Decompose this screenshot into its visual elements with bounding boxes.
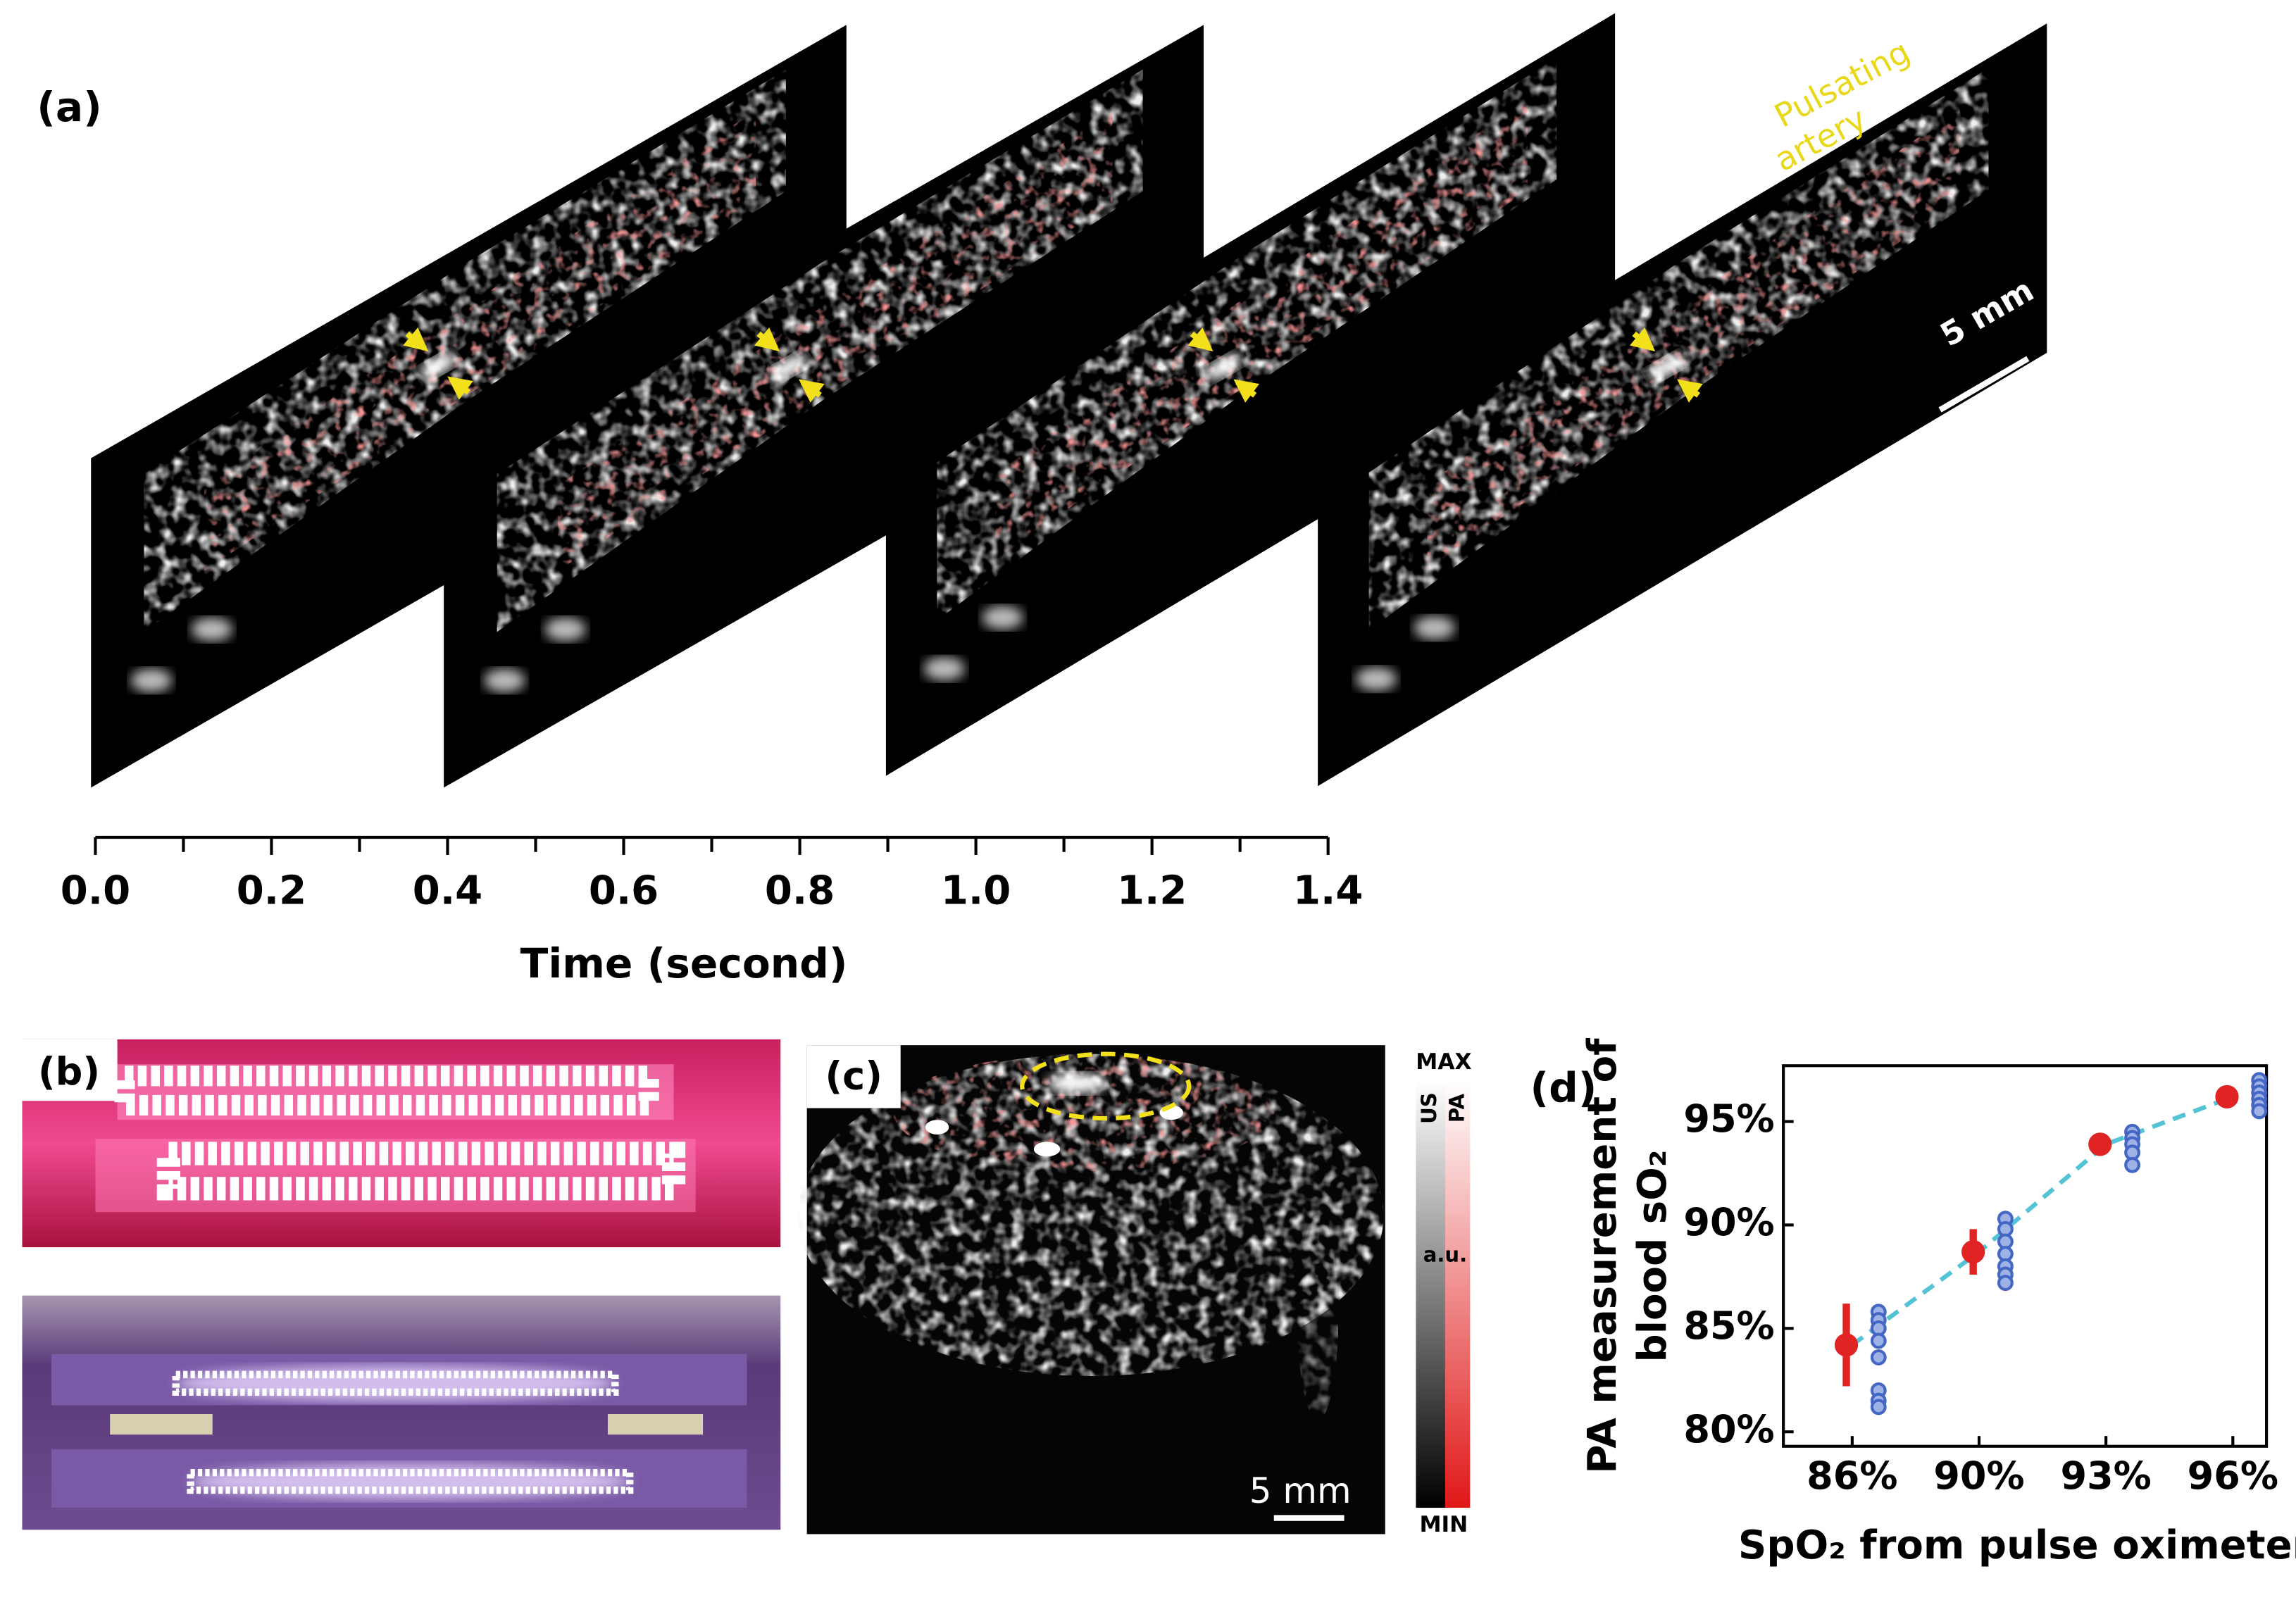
blue-point [1997, 1275, 2014, 1292]
tissue-pa [557, 109, 1113, 571]
tick-label: 1.0 [941, 868, 1011, 914]
label-box [806, 1045, 901, 1108]
fit-line [1851, 1094, 2234, 1347]
y-tick-label: 90% [1683, 1200, 1774, 1244]
x-tick-label: 90% [1933, 1454, 2024, 1498]
panel-label: (a) [37, 83, 101, 131]
red-mean [2088, 1132, 2112, 1156]
x-tick-label: 93% [2060, 1454, 2151, 1498]
colorbar-min: MIN [1420, 1512, 1468, 1537]
colorbar-max: MAX [1416, 1049, 1471, 1075]
bright-blob [484, 668, 525, 692]
us-pa-image [798, 1045, 1385, 1535]
red-mean [1834, 1333, 1859, 1357]
blue-point [1870, 1349, 1887, 1365]
colorbar-us-label: US [1417, 1092, 1441, 1124]
artery-highlight [1205, 354, 1242, 380]
plot-frame [1782, 1064, 2269, 1448]
y-tick-label: 80% [1683, 1407, 1774, 1451]
panel-label: (b) [38, 1049, 100, 1094]
bright-blob [1355, 667, 1397, 691]
y-axis-label: blood sO₂ [1630, 1150, 1676, 1363]
blue-point [1870, 1332, 1887, 1349]
x-axis-label: SpO₂ from pulse oximeter [1738, 1523, 2296, 1568]
y-tick-label: 95% [1683, 1096, 1774, 1141]
red-mean [2215, 1085, 2239, 1108]
roi-ellipse [1020, 1051, 1192, 1121]
arrow [1233, 379, 1260, 403]
arrow [1677, 379, 1703, 403]
x-tick-label: 96% [2188, 1454, 2278, 1498]
x-tick-label: 86% [1807, 1454, 1897, 1498]
tick-label: 0.2 [237, 868, 306, 914]
tick-label: 0.0 [61, 868, 130, 914]
colorbar-unit: a.u. [1423, 1243, 1467, 1267]
arrow [1187, 327, 1213, 351]
bright-blob [1414, 615, 1455, 640]
bright-blob [544, 617, 586, 642]
scale-bar [1938, 356, 2030, 413]
colorbar-pa-label: PA [1445, 1093, 1469, 1123]
tick-label: 1.2 [1117, 868, 1187, 914]
arrow [799, 379, 825, 403]
panel-label: (c) [825, 1054, 882, 1099]
us-pa-frame [444, 25, 1204, 788]
blue-point [2251, 1103, 2268, 1120]
blue-point [2124, 1156, 2141, 1173]
us-pa-frame [885, 13, 1616, 776]
bright-blob [982, 606, 1023, 630]
red-mean [1961, 1240, 1985, 1264]
colorbar-pa [1445, 1080, 1471, 1508]
tissue-pa [995, 98, 1528, 560]
artery-highlight [419, 352, 456, 379]
arrow [1629, 327, 1656, 351]
scale-bar-label: 5 mm [1249, 1470, 1352, 1511]
us-pa-frame [1318, 23, 2047, 787]
tissue-pa [204, 109, 756, 571]
tissue-pa [1427, 108, 1960, 570]
photo-red-led [22, 1039, 781, 1248]
arrow [754, 327, 780, 351]
arrow [403, 327, 429, 351]
artery-highlight [770, 354, 808, 380]
axis-label: Time (second) [520, 939, 848, 987]
tick-label: 0.6 [589, 868, 659, 914]
arrow [447, 376, 473, 400]
us-pa-frame [91, 25, 847, 788]
blue-point [1870, 1399, 1887, 1415]
panel-label: (d) [1530, 1064, 1597, 1112]
tick-label: 0.8 [765, 868, 835, 914]
artery-highlight [1647, 354, 1685, 380]
bright-blob [191, 617, 232, 642]
bright-blob [923, 656, 965, 681]
colorbar-us [1416, 1080, 1445, 1508]
y-axis-label: PA measurement of [1580, 1038, 1626, 1474]
tick-label: 1.4 [1293, 868, 1363, 914]
photo-nir-led [22, 1295, 781, 1530]
label-box [22, 1039, 118, 1101]
y-tick-label: 85% [1683, 1304, 1774, 1348]
tick-label: 0.4 [413, 868, 482, 914]
bright-blob [130, 668, 173, 692]
